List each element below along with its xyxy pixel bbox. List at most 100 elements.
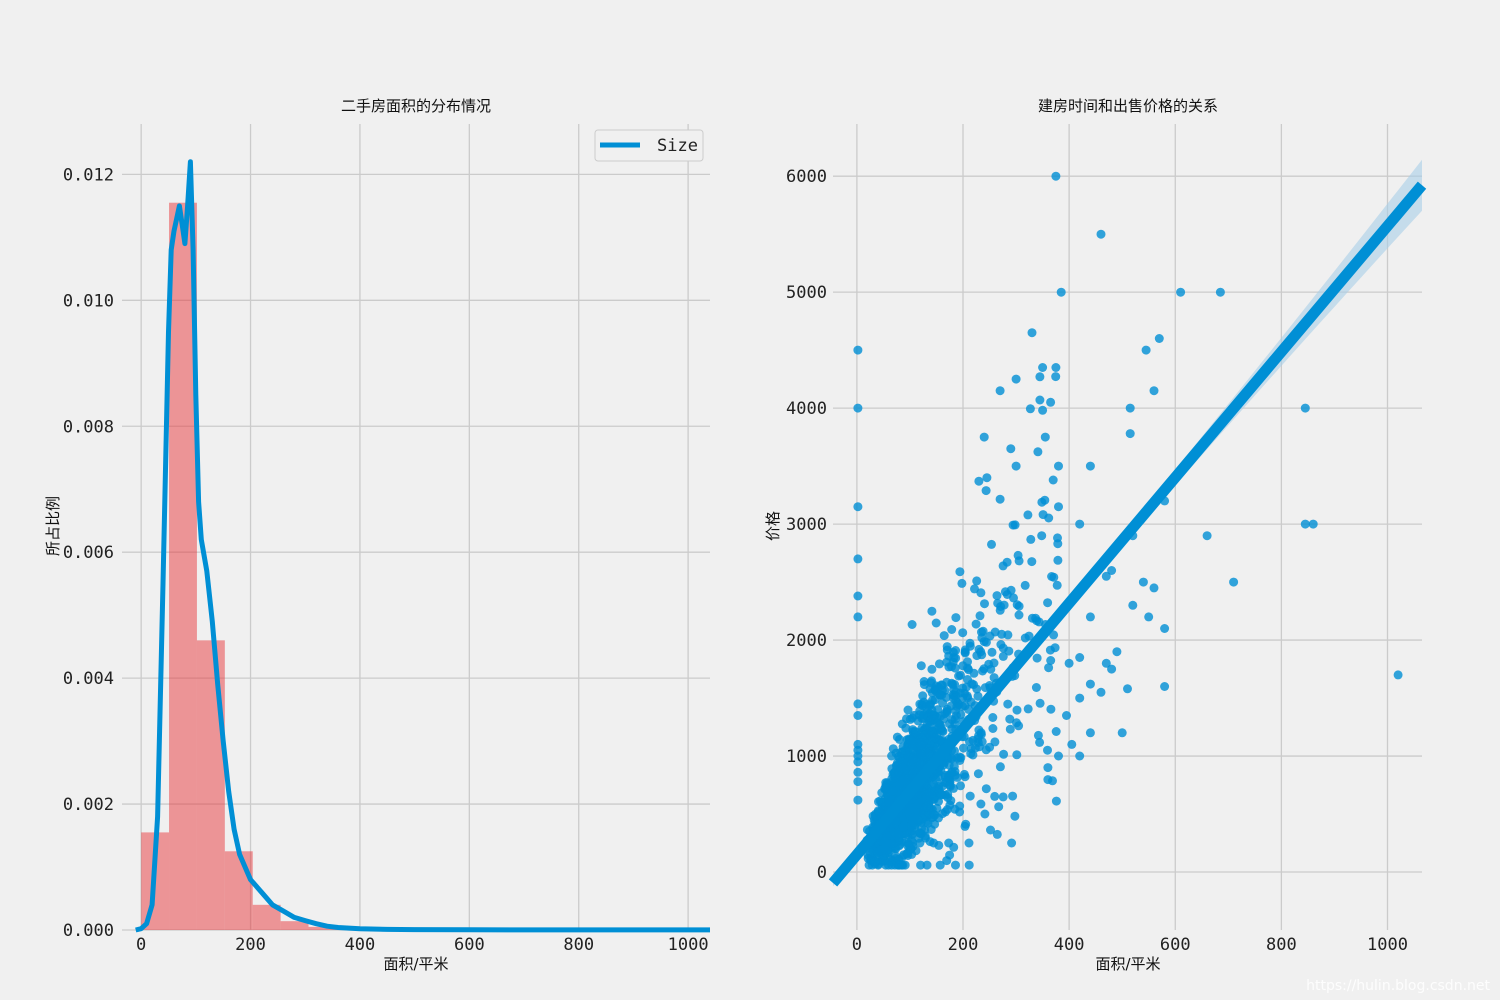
scatter-point — [853, 403, 863, 413]
scatter-point — [958, 628, 968, 638]
scatter-point — [1160, 624, 1170, 633]
scatter-point — [1014, 610, 1024, 620]
density-line — [135, 159, 710, 933]
scatter-point — [971, 619, 981, 629]
scatter-point — [1107, 566, 1117, 575]
scatter-point — [929, 714, 939, 724]
scatter-point — [1054, 751, 1063, 761]
scatter-point — [1026, 534, 1036, 544]
scatter-point — [965, 791, 975, 801]
scatter-point — [1154, 334, 1164, 343]
scatter-point — [924, 798, 934, 808]
legend-label: Size — [657, 136, 698, 156]
scatter-point — [1035, 395, 1045, 405]
scatter-point — [951, 646, 961, 655]
scatter-point — [978, 666, 988, 676]
scatter-point — [1229, 577, 1239, 587]
scatter-point — [935, 788, 945, 798]
scatter-point — [900, 745, 910, 755]
scatter-point — [1025, 404, 1035, 414]
scatter-point — [1011, 461, 1021, 471]
legend-box — [594, 129, 704, 162]
x-axis-label: 面积/平米 — [383, 955, 448, 973]
scatter-point — [1046, 656, 1056, 665]
scatter-point — [1051, 171, 1061, 181]
scatter-point — [958, 661, 968, 671]
scatter-point — [1128, 600, 1138, 610]
scatter-point — [955, 807, 965, 817]
scatter-point — [853, 777, 863, 787]
scatter-point — [918, 691, 928, 701]
scatter-point — [1308, 519, 1318, 529]
scatter-point — [892, 732, 902, 742]
scatter-point — [959, 769, 969, 779]
scatter-point — [875, 808, 885, 818]
scatter-point — [1149, 386, 1159, 396]
scatter-point — [853, 612, 863, 622]
x-tick-label: 600 — [1160, 935, 1191, 955]
scatter-point — [1125, 429, 1135, 439]
scatter-point — [1393, 670, 1403, 680]
scatter-point — [1008, 520, 1018, 530]
scatter-point — [1046, 704, 1056, 714]
scatter-point — [880, 837, 890, 847]
scatter-point — [919, 710, 928, 720]
scatter-point — [961, 819, 971, 829]
scatter-point — [951, 613, 961, 623]
scatter-point — [870, 856, 880, 866]
scatter-point — [986, 825, 995, 835]
scatter-point — [957, 578, 967, 588]
scatter-point — [853, 795, 863, 805]
scatter-point — [990, 791, 1000, 801]
x-tick-label: 0 — [852, 935, 862, 955]
scatter-point — [1000, 587, 1010, 597]
x-tick-label: 200 — [948, 935, 979, 955]
scatter-point — [1075, 751, 1085, 761]
scatter-point — [955, 567, 965, 577]
chart-title: 二手房面积的分布情况 — [341, 97, 491, 115]
scatter-point — [1023, 510, 1033, 520]
y-tick-label: 0.010 — [63, 291, 114, 311]
scatter-point — [1075, 693, 1085, 703]
scatter-point — [995, 386, 1005, 396]
scatter-point — [989, 673, 999, 683]
scatter-point — [872, 847, 882, 857]
tick-labels: 0 200 400 600 800 1000 0 1000 2000 3000 4000 5000 60… — [786, 167, 1408, 955]
chart-title: 建房时间和出售价格的关系 — [1038, 97, 1218, 115]
scatter-point — [1037, 531, 1047, 541]
scatter-point — [980, 683, 990, 693]
scatter-point — [1003, 699, 1013, 709]
scatter-point — [1023, 704, 1033, 714]
y-tick-label: 2000 — [786, 631, 827, 651]
scatter-point — [906, 735, 916, 745]
scatter-point — [1044, 663, 1054, 673]
scatter-point — [944, 838, 954, 848]
scatter-point — [894, 829, 904, 839]
scatter-point — [1043, 598, 1053, 608]
scatter-point — [1038, 363, 1048, 372]
x-tick-label: 1000 — [668, 935, 709, 955]
scatter-point — [853, 345, 863, 355]
x-tick-label: 400 — [345, 935, 376, 955]
regression-line — [828, 181, 1427, 887]
scatter-point — [907, 620, 917, 629]
scatter-point — [966, 749, 976, 759]
scatter-point — [907, 849, 917, 859]
scatter-chart: 建房时间和出售价格的关系 0 200 400 600 800 1000 0 1000 2000 3… — [764, 97, 1427, 973]
histogram-bar — [196, 640, 225, 930]
y-tick-label: 0.002 — [63, 795, 114, 815]
scatter-point — [973, 691, 983, 701]
scatter-point — [965, 641, 975, 651]
histogram-chart: 二手房面积的分布情况 0 200 400 600 800 1000 0.000 0.002 0.… — [44, 97, 710, 973]
scatter-point — [990, 737, 1000, 747]
scatter-point — [942, 856, 952, 866]
scatter-point — [1160, 682, 1170, 691]
y-tick-label: 0.012 — [63, 165, 114, 185]
scatter-point — [950, 767, 960, 776]
scatter-point — [1215, 287, 1225, 297]
scatter-point — [1053, 539, 1063, 549]
scatter-point — [1051, 372, 1061, 382]
scatter-point — [894, 767, 904, 777]
scatter-point — [1035, 372, 1045, 382]
